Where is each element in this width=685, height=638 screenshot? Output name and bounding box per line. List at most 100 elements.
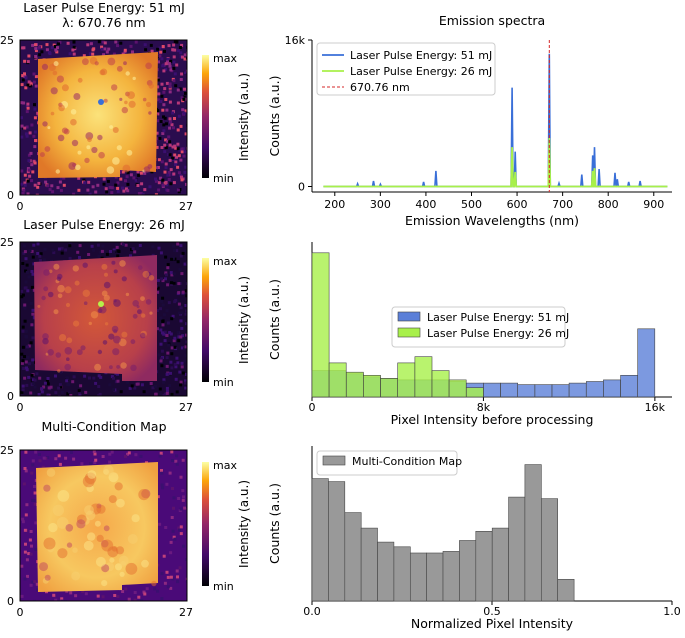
spectra-legend-label: Laser Pulse Energy: 26 mJ [350,65,492,78]
spectra-x-tick-label: 800 [598,198,619,211]
map-1-x-left: 0 [17,401,24,414]
norm-hist-x-tick-label: 0.5 [483,605,501,618]
map-1-x-right: 27 [179,401,193,414]
norm-hist-bar-series0 [344,512,362,602]
norm-hist-bar-series0 [524,464,542,602]
map-0-y-bottom: 0 [7,189,14,202]
spectra-y-tick-label: 0 [298,181,305,194]
pixel-hist-ylabel: Counts (a.u.) [267,279,282,360]
spectra-xlabel: Emission Wavelengths (nm) [405,213,579,228]
spectra-x-tick-label: 700 [552,198,573,211]
norm-hist-legend-swatch [322,455,346,466]
pixel-hist-bar-series1 [311,252,330,398]
pixel-hist-bar-series1 [465,387,484,398]
norm-hist-bar-series0 [328,481,346,602]
pixel-hist-bar-series0 [551,384,570,398]
spectra-x-tick-label: 600 [507,198,528,211]
pixel-hist-bar-series1 [380,378,399,398]
pixel-hist-legend-label: Laser Pulse Energy: 26 mJ [427,327,569,340]
map-2-colorbar [202,462,209,586]
pixel-hist-bar-series0 [585,381,604,398]
pixel-hist-bar-series0 [620,374,638,398]
map-0-image [20,40,187,195]
norm-hist-bar-series0 [360,527,378,602]
norm-hist-legend-label: Multi-Condition Map [352,455,462,468]
norm-hist-bar-series0 [557,578,575,602]
emission-spectra-chart: Emission spectra Emission Wavelengths (nm… [267,13,672,228]
map-0-sample-region [38,52,158,178]
map-0-colorbar [202,55,209,178]
norm-hist-bar-series0 [475,530,493,602]
map-1-texture [37,260,155,373]
map-1-marker [98,301,104,307]
map-0-title-line1: Laser Pulse Energy: 51 mJ [23,0,185,15]
pixel-hist-x-tick-label: 8k [477,401,491,414]
map-2-colorbar-min: min [213,580,234,593]
map-2-colorbar-label: Intensity (a.u.) [237,480,251,568]
norm-hist-bar-series0 [377,541,395,602]
map-1-image [20,242,187,396]
norm-hist-bar-series0 [426,552,444,602]
pixel-hist-bar-series0 [637,328,656,398]
spectra-legend [316,42,496,96]
map-2-x-left: 0 [17,606,24,619]
norm-hist-bar-series0 [442,551,460,602]
pixel-hist-bar-series1 [363,374,381,398]
map-1-colorbar-max: max [213,255,237,268]
map-0-marker [98,99,104,105]
map-0-texture [39,57,154,174]
norm-hist-bar-series0 [491,527,509,602]
map-0-colorbar-max: max [213,52,237,65]
pixel-hist-bar-series1 [448,379,467,398]
map-1-title: Laser Pulse Energy: 26 mJ [23,217,185,232]
map-0-colorbar-min: min [213,172,234,185]
pixel-hist-bar-series1 [414,356,433,398]
norm-hist-bar-series0 [459,540,477,602]
spectra-legend-label: 670.76 nm [350,81,410,94]
pixel-hist-bar-series1 [328,362,347,398]
spectra-x-tick-label: 900 [643,198,664,211]
spectra-x-tick-label: 300 [370,198,391,211]
pixel-hist-legend-swatch [397,327,421,338]
map-2-title: Multi-Condition Map [41,419,166,434]
pixel-hist-bar-series0 [603,379,621,398]
pixel-hist-bar-series1 [397,362,416,398]
pixel-hist-legend-swatch [397,311,421,322]
pixel-hist-bar-series1 [345,371,364,398]
norm-hist-bar-series0 [508,496,526,602]
map-2-y-top: 25 [0,444,14,457]
norm-hist-bar-series0 [311,478,329,602]
map-1-colorbar-label: Intensity (a.u.) [237,276,251,364]
map-2-image [20,450,187,601]
spectra-y-tick-label: 16k [285,34,306,47]
map-1-colorbar-min: min [213,376,234,389]
pixel-hist-bar-series0 [500,382,519,398]
pixel-hist-x-tick-label: 16k [645,401,666,414]
norm-hist-x-tick-label: 1.0 [663,605,681,618]
pixel-hist-bar-series0 [568,382,587,398]
norm-hist-x-tick-label: 0.0 [303,605,321,618]
map-2-y-bottom: 0 [7,595,14,608]
map-2-colorbar-max: max [213,459,237,472]
pixel-hist-bar-series0 [483,382,501,398]
norm-hist-legend [316,450,458,476]
pixel-hist-legend-label: Laser Pulse Energy: 51 mJ [427,311,569,324]
map-0-colorbar-label: Intensity (a.u.) [237,73,251,161]
map-0-title-line2: λ: 670.76 nm [62,15,145,30]
pixel-hist-bar-series0 [517,384,536,398]
norm-hist-bar-series0 [409,552,427,602]
spectra-legend-label: Laser Pulse Energy: 51 mJ [350,49,492,62]
spectra-ylabel: Counts (a.u.) [267,76,282,157]
pixel-hist-xlabel: Pixel Intensity before processing [391,412,594,427]
map-2-x-right: 27 [179,606,193,619]
map-0-y-top: 25 [0,34,14,47]
pixel-intensity-histogram: Pixel Intensity before processing Counts … [267,242,672,427]
spectra-x-tick-label: 500 [461,198,482,211]
spectra-x-tick-label: 400 [415,198,436,211]
norm-hist-bar-series0 [540,498,558,602]
pixel-hist-bar-series1 [431,370,450,398]
norm-hist-ylabel: Counts (a.u.) [267,483,282,564]
norm-hist-xlabel: Normalized Pixel Intensity [411,616,574,631]
map-2-texture [39,464,157,587]
